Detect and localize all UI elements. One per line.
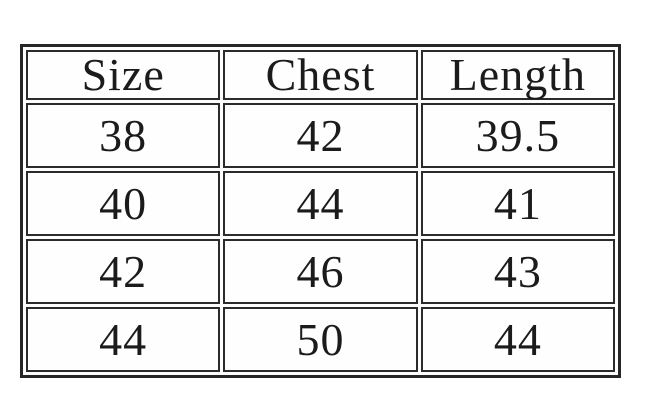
table-row: 40 44 41 [26,171,615,236]
table-cell-length: 43 [420,239,615,304]
table-cell-chest: 46 [223,239,418,304]
size-chart-table: Size Chest Length 38 42 39.5 40 44 41 42… [20,44,621,378]
table-cell-length: 39.5 [420,103,615,168]
column-header-size: Size [26,50,221,100]
table-cell-chest: 42 [223,103,418,168]
table-row: 38 42 39.5 [26,103,615,168]
table-cell-size: 42 [26,239,221,304]
table-header-row: Size Chest Length [26,50,615,100]
table-row: 42 46 43 [26,239,615,304]
column-header-length: Length [420,50,615,100]
table-cell-chest: 50 [223,307,418,372]
table-cell-length: 41 [420,171,615,236]
table-cell-size: 44 [26,307,221,372]
table-cell-chest: 44 [223,171,418,236]
column-header-chest: Chest [223,50,418,100]
table-cell-size: 40 [26,171,221,236]
table-cell-size: 38 [26,103,221,168]
table-cell-length: 44 [420,307,615,372]
table-row: 44 50 44 [26,307,615,372]
